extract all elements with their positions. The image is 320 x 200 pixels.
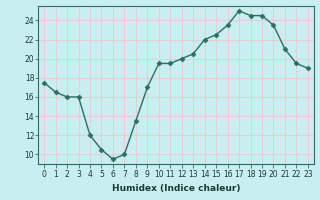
- X-axis label: Humidex (Indice chaleur): Humidex (Indice chaleur): [112, 184, 240, 193]
